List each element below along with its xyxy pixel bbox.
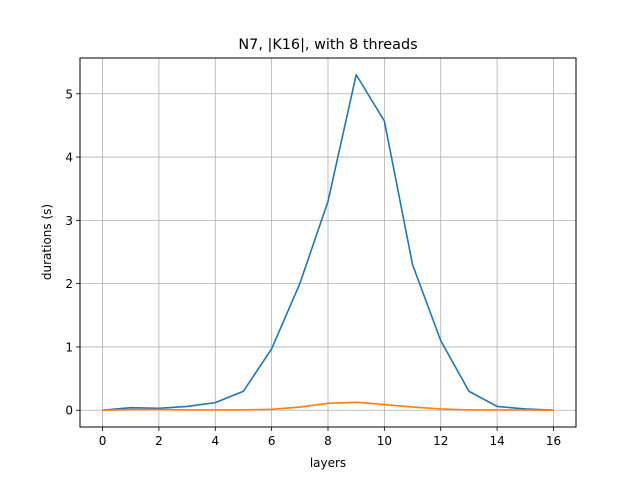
x-tick-label: 0 [99,434,107,448]
y-axis-label: durations (s) [40,204,54,280]
y-tick-label: 5 [65,87,73,101]
y-tick-label: 2 [65,277,73,291]
x-axis-label: layers [310,456,346,470]
x-tick-label: 16 [546,434,561,448]
x-tick-label: 12 [433,434,448,448]
series-line-1 [102,73,554,412]
y-tick-label: 1 [65,340,73,354]
chart-title: N7, |K16|, with 8 threads [238,37,417,53]
x-tick-label: 4 [211,434,219,448]
series-line-2 [102,401,554,412]
x-tick-label: 8 [324,434,332,448]
x-tick-label: 6 [268,434,276,448]
x-tick-label: 14 [489,434,504,448]
x-axis-ticks: 0 2 4 6 8 10 12 14 16 [99,427,561,448]
x-tick-label: 10 [377,434,392,448]
x-tick-label: 2 [155,434,163,448]
y-tick-label: 0 [65,404,73,418]
y-tick-label: 3 [65,214,73,228]
y-axis-ticks: 0 1 2 3 4 5 [65,87,80,418]
series-lines [102,73,554,412]
y-tick-label: 4 [65,151,73,165]
